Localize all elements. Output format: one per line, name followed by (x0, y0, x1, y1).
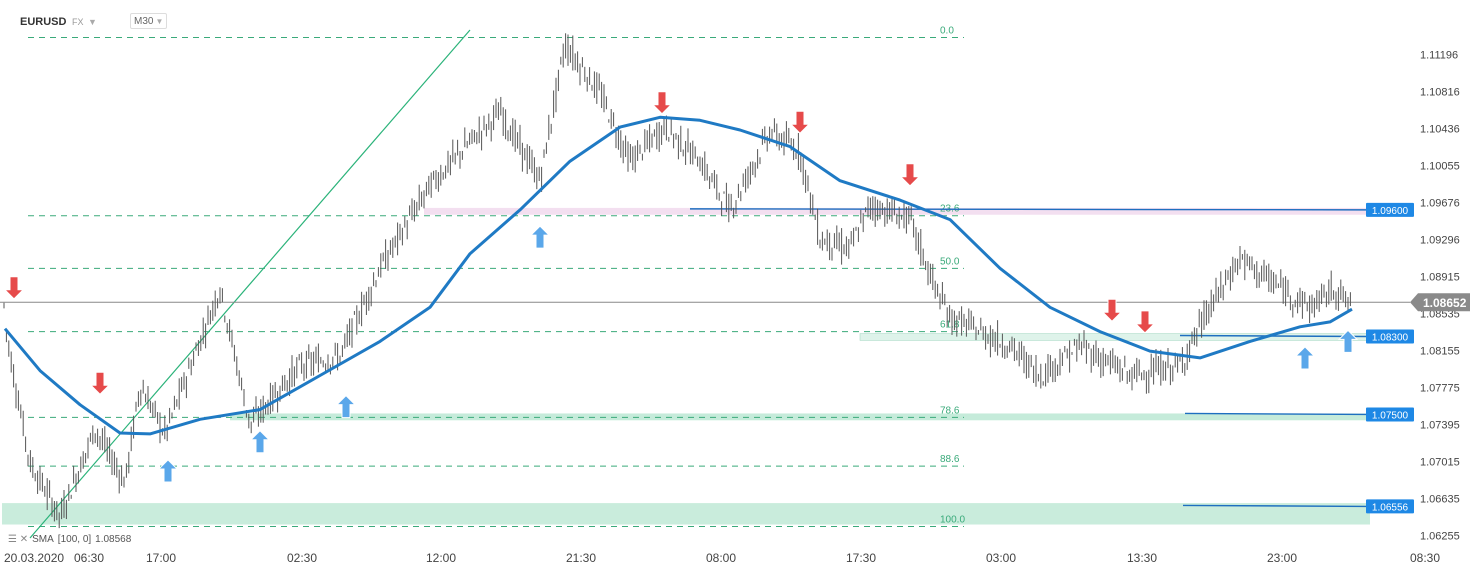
fib-label-100.0: 100.0 (940, 514, 965, 525)
sma-line (3, 115, 1353, 436)
trend-line (29, 29, 471, 539)
y-tick-label: 1.10816 (1420, 86, 1460, 98)
symbol-label[interactable]: EURUSD (20, 16, 67, 28)
fib-label-0.0: 0.0 (940, 25, 954, 36)
level-line-1.09600 (689, 208, 1367, 211)
y-tick-label: 1.07395 (1420, 420, 1460, 432)
indicator-value: 1.08568 (95, 534, 132, 545)
buy-signal-arrow-icon-2 (249, 430, 271, 454)
x-tick-label: 20.03.2020 (4, 551, 64, 565)
sell-signal-arrow-icon-5 (899, 163, 921, 187)
level-tag-text: 1.07500 (1372, 410, 1409, 421)
symbol-dropdown-chevron-icon[interactable]: ▼ (88, 17, 97, 27)
indicator-params: [100, 0] (57, 534, 92, 545)
sell-signal-arrow-icon-1 (3, 276, 25, 300)
level-tag-1.07500 (1366, 407, 1414, 422)
y-tick-label: 1.08535 (1420, 309, 1460, 321)
candles (3, 33, 1351, 529)
level-tag-text: 1.09600 (1372, 206, 1409, 217)
current-price-tag (1410, 293, 1470, 312)
fib-label-61.8: 61.8 (940, 320, 960, 331)
level-line-1.06556 (1182, 504, 1367, 508)
level-tag-1.06556 (1366, 499, 1414, 514)
resistance-zone-1.0960 (424, 207, 1368, 215)
indicator-legend[interactable]: ☰ ✕ SMA [100, 0] 1.08568 (8, 534, 131, 545)
y-tick-label: 1.07015 (1420, 457, 1460, 469)
buy-signal-arrow-icon-5 (1294, 346, 1316, 370)
y-tick-label: 1.09296 (1420, 234, 1460, 246)
buy-signal-arrow-icon-4 (529, 225, 551, 249)
x-tick-label: 21:30 (566, 551, 596, 565)
x-tick-label: 03:00 (986, 551, 1016, 565)
level-tag-text: 1.06556 (1372, 502, 1409, 513)
y-tick-label: 1.09676 (1420, 197, 1460, 209)
level-line-1.07500 (1184, 412, 1367, 416)
sell-signal-arrow-icon-7 (1134, 310, 1156, 334)
timeframe-select[interactable]: M30 ▼ (130, 13, 168, 29)
y-tick-label: 1.08915 (1420, 272, 1460, 284)
indicator-name: SMA (32, 534, 54, 545)
fib-label-78.6: 78.6 (940, 405, 960, 416)
x-tick-label: 17:30 (846, 551, 876, 565)
level-tag-1.08300 (1366, 329, 1414, 344)
support-zone-1.0656 (2, 503, 1370, 525)
level-tag-text: 1.08300 (1372, 333, 1409, 344)
sell-signal-arrow-icon-4 (789, 110, 811, 134)
fib-label-50.0: 50.0 (940, 256, 960, 267)
chevron-down-icon: ▼ (155, 16, 164, 26)
y-tick-label: 1.06635 (1420, 494, 1460, 506)
x-tick-label: 17:00 (146, 551, 176, 565)
buy-signal-arrow-icon-3 (335, 394, 357, 419)
market-label: FX (72, 17, 84, 27)
y-tick-label: 1.07775 (1420, 383, 1460, 395)
x-tick-label: 13:30 (1127, 551, 1157, 565)
x-tick-label: 23:00 (1267, 551, 1297, 565)
current-price-text: 1.08652 (1423, 296, 1467, 310)
y-tick-label: 1.10055 (1420, 161, 1460, 173)
x-tick-label: 08:00 (706, 551, 736, 565)
fib-label-88.6: 88.6 (940, 454, 960, 465)
timeframe-label: M30 (134, 15, 154, 27)
x-tick-label: 02:30 (287, 551, 317, 565)
sell-signal-arrow-icon-3 (651, 91, 673, 115)
y-tick-label: 1.10436 (1420, 123, 1460, 135)
x-tick-label: 08:30 (1410, 551, 1440, 565)
sell-signal-arrow-icon-6 (1101, 298, 1123, 322)
x-tick-label: 12:00 (426, 551, 456, 565)
sell-signal-arrow-icon-2 (89, 371, 111, 395)
y-tick-label: 1.11196 (1420, 49, 1458, 61)
buy-signal-arrow-icon-6 (1337, 329, 1359, 353)
x-tick-label: 06:30 (74, 551, 104, 565)
level-tag-1.09600 (1366, 202, 1414, 217)
indicator-menu-icon[interactable]: ☰ ✕ (8, 534, 29, 545)
y-tick-label: 1.08155 (1420, 346, 1460, 358)
buy-signal-arrow-icon-1 (157, 459, 179, 483)
y-tick-label: 1.06255 (1420, 531, 1460, 543)
